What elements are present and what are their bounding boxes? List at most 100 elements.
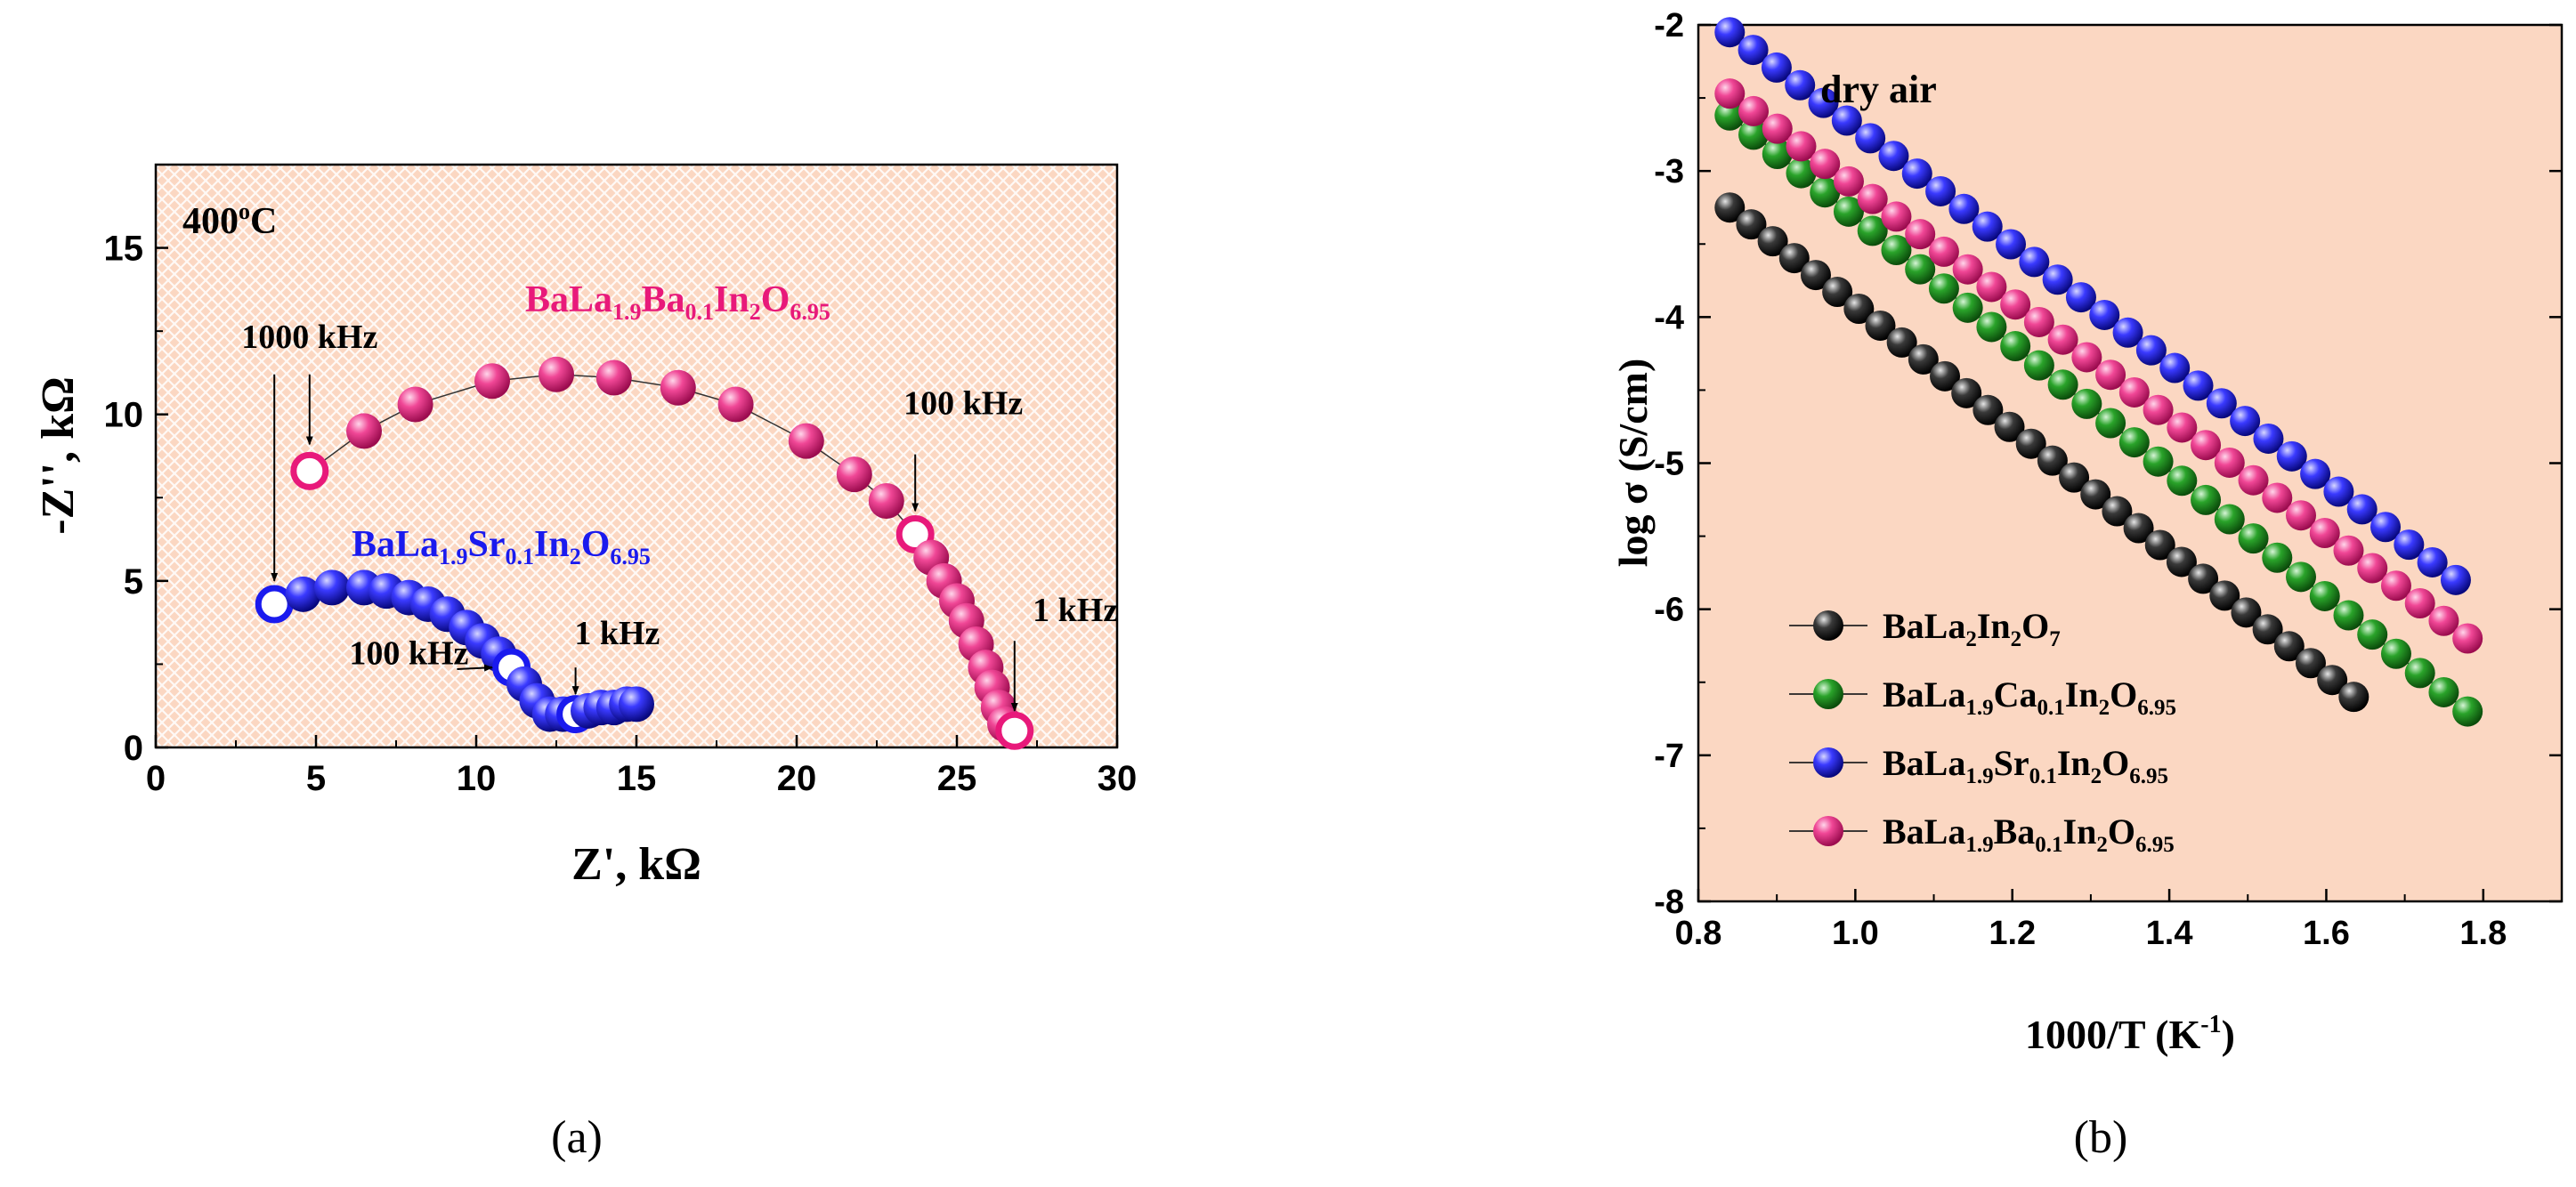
data-point-bala19sr01in2o695 bbox=[1855, 123, 1886, 154]
annotation-arrow bbox=[457, 664, 493, 672]
data-point-bala19sr01in2o695 bbox=[1831, 105, 1862, 136]
data-point-bala19sr01in2o695 bbox=[2417, 546, 2448, 577]
data-point-bala19ca01in2o695 bbox=[1952, 292, 1983, 323]
data-point-bala19ca01in2o695 bbox=[2191, 484, 2222, 515]
legend-label-bala19sr01in2o695: BaLa1.9Sr0.1In2O6.95 bbox=[1883, 743, 2168, 788]
data-point-bala2in2o7 bbox=[1822, 277, 1853, 308]
data-point-bala2in2o7 bbox=[1886, 327, 1917, 358]
data-point-bala19ca01in2o695 bbox=[1738, 119, 1770, 150]
data-point-bala2in2o7 bbox=[2338, 682, 2369, 713]
y-tick-label: -3 bbox=[1654, 153, 1684, 190]
data-point-bala19ca01in2o695 bbox=[1714, 100, 1746, 131]
data-point-bala19sr01in2o695 bbox=[2346, 494, 2378, 525]
y-tick-label: -2 bbox=[1654, 7, 1684, 44]
data-point-bala2in2o7 bbox=[2231, 597, 2262, 628]
data-point-bala19ba01in2o695 bbox=[474, 363, 510, 400]
data-point-bala19ba01in2o695 bbox=[2238, 464, 2269, 496]
data-point-bala19sr01in2o695 bbox=[1901, 158, 1932, 190]
data-point-bala19ca01in2o695 bbox=[2309, 580, 2340, 611]
data-point-bala19ba01in2o695 bbox=[2118, 376, 2150, 408]
data-point-bala19sr01in2o695 bbox=[2206, 388, 2237, 419]
data-point-bala19ca01in2o695 bbox=[1928, 273, 1959, 304]
data-point-bala19sr01in2o695 bbox=[2323, 476, 2354, 507]
data-point-bala19sr01in2o695 bbox=[1808, 87, 1839, 118]
data-point-bala19ba01in2o695 bbox=[2404, 587, 2435, 618]
data-point-bala19ba01in2o695 bbox=[2286, 500, 2317, 531]
data-point-bala19ba01in2o695 bbox=[1714, 78, 1746, 109]
legend-label-bala19ca01in2o695: BaLa1.9Ca0.1In2O6.95 bbox=[1883, 674, 2176, 720]
panel-b-legend: BaLa2In2O7 BaLa1.9Ca0.1In2O6.95 BaLa1.9Sr0… bbox=[1789, 606, 2176, 857]
data-point-bala19ba01in2o695 bbox=[868, 483, 904, 520]
frequency-annotation: 100 kHz bbox=[349, 634, 468, 672]
data-point-bala19ca01in2o695 bbox=[1762, 138, 1793, 169]
data-point-bala19ca01in2o695 bbox=[2452, 696, 2483, 727]
data-point-bala19ca01in2o695 bbox=[2023, 350, 2054, 381]
data-point-bala19ba01in2o695 bbox=[539, 356, 574, 392]
data-point-bala2in2o7 bbox=[2252, 614, 2283, 645]
panel-b-ticks: 0.8 1.0 1.2 1.4 1.6 1.8 -8 -7 -6 -5 -4 -3 -2 bbox=[1654, 7, 2562, 952]
data-point-bala2in2o7 bbox=[2144, 529, 2175, 561]
panel-b-x-axis-label: 1000/T (K-1) bbox=[2025, 1011, 2235, 1057]
data-point-bala19sr01in2o695 bbox=[2065, 282, 2096, 313]
data-point-bala19ba01in2o695 bbox=[2357, 553, 2388, 584]
legend-marker-bala19ba01in2o695 bbox=[1813, 816, 1843, 846]
data-point-bala19ca01in2o695 bbox=[2095, 408, 2126, 439]
data-point-bala19sr01in2o695 bbox=[2300, 458, 2331, 489]
data-point-bala2in2o7 bbox=[1778, 243, 1810, 274]
panel-b-atmosphere-label: dry air bbox=[1820, 68, 1937, 111]
data-point-bala19ba01in2o695 bbox=[2095, 359, 2126, 391]
data-point-bala19sr01in2o695 bbox=[2253, 423, 2284, 454]
data-point-bala19ba01in2o695 bbox=[788, 423, 824, 459]
data-point-bala2in2o7 bbox=[2080, 479, 2111, 510]
data-point-bala19ba01in2o695 bbox=[2047, 324, 2078, 355]
data-point-bala19ba01in2o695 bbox=[1928, 236, 1959, 267]
data-point-bala19sr01in2o695 bbox=[1972, 211, 2003, 242]
data-point-bala19ba01in2o695 bbox=[2380, 570, 2411, 602]
data-point-bala2in2o7 bbox=[1994, 411, 2025, 442]
data-point-bala19ba01in2o695 bbox=[1857, 183, 1888, 214]
data-point-bala19ca01in2o695 bbox=[1976, 311, 2007, 343]
data-point-bala2in2o7 bbox=[2209, 580, 2240, 611]
y-tick-label: -4 bbox=[1654, 299, 1684, 336]
x-tick-label: 0.8 bbox=[1675, 915, 1722, 952]
frequency-annotation: 1 kHz bbox=[574, 615, 660, 652]
data-point-bala19sr01in2o695 bbox=[2394, 529, 2425, 561]
data-point-bala19ba01in2o695 bbox=[2452, 623, 2483, 654]
data-point-bala19ba01in2o695 bbox=[346, 413, 382, 449]
legend-marker-bala19sr01in2o695 bbox=[1813, 747, 1843, 778]
data-point-bala19sr01in2o695 bbox=[314, 569, 350, 606]
y-tick-label: 15 bbox=[104, 230, 144, 269]
data-point-bala19ca01in2o695 bbox=[2333, 600, 2364, 631]
data-point-bala19ba01in2o695 bbox=[1786, 131, 1817, 162]
data-point-bala19ba01in2o695 bbox=[2167, 412, 2198, 443]
data-point-bala2in2o7 bbox=[2273, 631, 2305, 662]
data-point-bala19sr01in2o695 bbox=[619, 686, 654, 723]
data-point-bala19ca01in2o695 bbox=[2380, 638, 2411, 669]
data-point-bala19ba01in2o695 bbox=[1738, 95, 1770, 126]
data-point-bala19ca01in2o695 bbox=[2118, 427, 2150, 458]
data-point-bala19sr01in2o695 bbox=[1925, 175, 1956, 206]
data-point-bala19ca01in2o695 bbox=[2286, 561, 2317, 593]
data-point-bala19sr01in2o695 bbox=[2183, 370, 2214, 401]
y-tick-label: 0 bbox=[124, 729, 143, 768]
data-point-bala19ca01in2o695 bbox=[1786, 157, 1817, 189]
data-point-bala19ba01in2o695 bbox=[1881, 201, 1912, 232]
data-point-bala19ca01in2o695 bbox=[2000, 331, 2031, 362]
frequency-annotation: 100 kHz bbox=[903, 385, 1023, 423]
data-point-bala19sr01in2o695 bbox=[1714, 17, 1746, 48]
data-point-bala2in2o7 bbox=[2166, 546, 2197, 577]
data-point-bala19sr01in2o695 bbox=[2370, 512, 2402, 543]
data-point-bala19ca01in2o695 bbox=[2404, 658, 2435, 689]
data-point-bala19ba01in2o695 bbox=[2333, 535, 2364, 566]
data-point-bala19sr01in2o695 bbox=[2042, 264, 2073, 295]
data-point-bala19ca01in2o695 bbox=[2214, 504, 2245, 535]
series-label-bala19ba01in2o695-a: BaLa1.9Ba0.1In2O6.95 bbox=[525, 279, 830, 325]
x-tick-label: 0 bbox=[146, 759, 166, 798]
data-point-bala19ba01in2o695 bbox=[2214, 447, 2245, 478]
x-tick-label: 10 bbox=[457, 759, 497, 798]
data-point-bala2in2o7 bbox=[1714, 192, 1746, 223]
data-point-bala19ca01in2o695 bbox=[2167, 465, 2198, 497]
panel-a-annotations: 1000 kHz 100 kHz 1 kHz 100 kHz 1 kHz bbox=[241, 319, 1118, 712]
data-point-bala2in2o7 bbox=[1736, 209, 1767, 240]
data-point-bala19sr01in2o695 bbox=[2276, 440, 2307, 472]
